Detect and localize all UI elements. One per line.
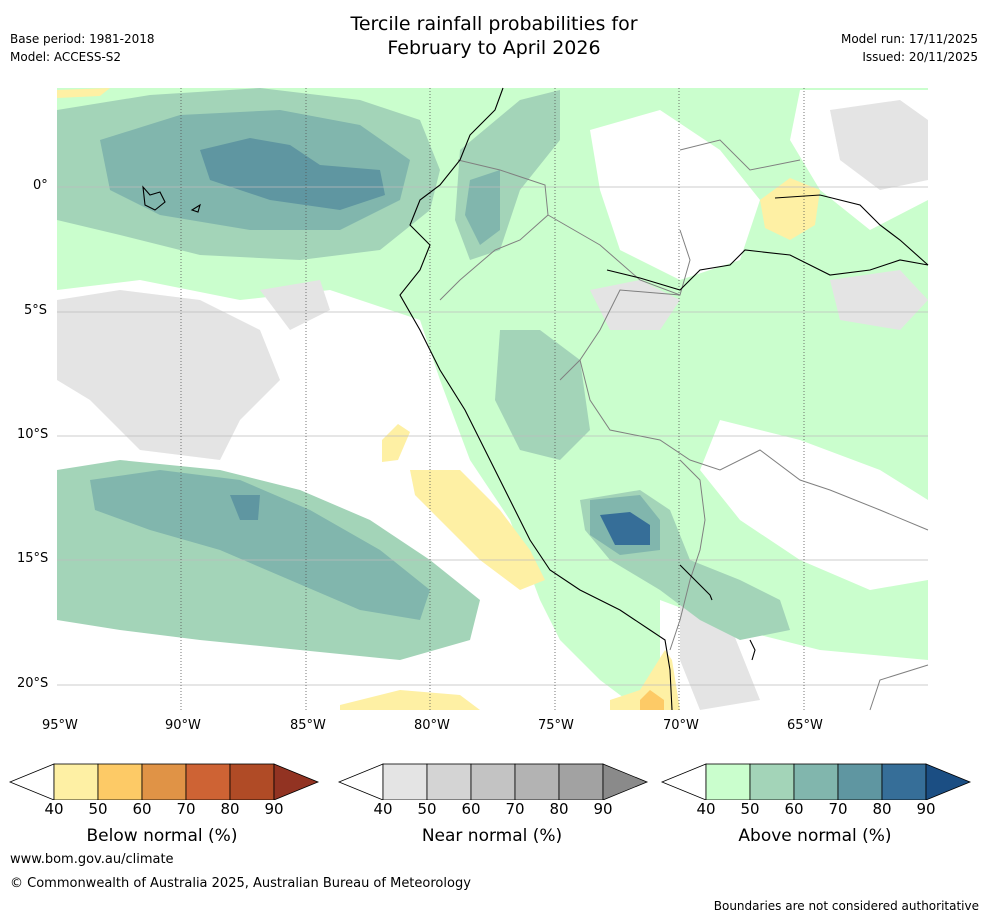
above-tick-50: 50 <box>740 800 760 818</box>
field-below-5 <box>610 650 680 710</box>
near-segment-1 <box>382 763 428 800</box>
title-line-2: February to April 2026 <box>387 37 601 59</box>
below-tick-50: 50 <box>88 800 108 818</box>
colorbar-above-ticks: 40 50 60 70 80 90 <box>0 800 988 820</box>
near-tick-40: 40 <box>373 800 393 818</box>
lon-label-70w: 70°W <box>663 718 699 733</box>
below-segment-3 <box>141 763 187 800</box>
colorbar-near-ticks: 40 50 60 70 80 90 <box>0 800 988 820</box>
field-below-7 <box>57 88 110 98</box>
colorbar-above-label: Above normal (%) <box>738 826 892 846</box>
above-tick-90: 90 <box>916 800 936 818</box>
field-below-4 <box>340 690 480 710</box>
coastlines <box>142 87 929 711</box>
below-tick-70: 70 <box>176 800 196 818</box>
issued-text: Issued: 20/11/2025 <box>862 50 978 64</box>
field-above-70-south <box>230 495 260 520</box>
below-tick-60: 60 <box>132 800 152 818</box>
lon-label-80w: 80°W <box>414 718 450 733</box>
above-segment-3 <box>793 763 839 800</box>
lat-label-15s: 15°S <box>17 551 49 566</box>
above-tick-80: 80 <box>872 800 892 818</box>
above-tick-70: 70 <box>828 800 848 818</box>
field-above-50-inland <box>495 330 590 460</box>
copyright-text: © Commonwealth of Australia 2025, Austra… <box>10 876 471 891</box>
above-segment-5 <box>881 763 927 800</box>
colorbar-below-normal <box>8 763 320 800</box>
probability-fields <box>57 88 928 710</box>
above-extend-low <box>660 763 707 800</box>
model-text: Model: ACCESS-S2 <box>10 50 122 64</box>
near-segment-4 <box>514 763 560 800</box>
above-segment-4 <box>837 763 883 800</box>
below-segment-4 <box>185 763 231 800</box>
field-white-2 <box>590 110 760 280</box>
base-period-text: Base period: 1981-2018 <box>10 32 155 46</box>
field-near-3 <box>590 280 680 330</box>
near-tick-90: 90 <box>593 800 613 818</box>
above-segment-2 <box>749 763 795 800</box>
field-below-6 <box>640 690 664 710</box>
near-segment-2 <box>426 763 472 800</box>
near-tick-70: 70 <box>505 800 525 818</box>
field-above-70-north <box>200 138 385 210</box>
metadata-right: Model run: 17/11/2025 Issued: 20/11/2025 <box>841 30 978 66</box>
field-above-60-coast <box>465 170 500 245</box>
lon-label-95w: 95°W <box>42 718 78 733</box>
lon-label-85w: 85°W <box>290 718 326 733</box>
near-tick-80: 80 <box>549 800 569 818</box>
below-tick-80: 80 <box>220 800 240 818</box>
colorbar-near-label: Near normal (%) <box>421 826 563 846</box>
colorbar-below-ticks: 40 50 60 70 80 90 <box>0 800 988 820</box>
boundaries-disclaimer: Boundaries are not considered authoritat… <box>713 899 979 913</box>
near-segment-5 <box>558 763 604 800</box>
lon-label-65w: 65°W <box>787 718 823 733</box>
colorbar-below-label: Below normal (%) <box>86 826 238 846</box>
map-title: Tercile rainfall probabilities for Febru… <box>0 12 988 60</box>
field-near-6 <box>260 280 330 330</box>
below-tick-90: 90 <box>264 800 284 818</box>
model-run-text: Model run: 17/11/2025 <box>840 32 978 46</box>
lat-label-5s: 5°S <box>24 303 48 318</box>
near-tick-50: 50 <box>417 800 437 818</box>
below-tick-40: 40 <box>44 800 64 818</box>
lat-label-0: 0° <box>33 178 48 193</box>
colorbar-near-normal <box>337 763 649 800</box>
lat-label-10s: 10°S <box>17 427 49 442</box>
above-segment-1 <box>705 763 751 800</box>
above-tick-40: 40 <box>696 800 716 818</box>
colorbars <box>8 763 972 800</box>
field-near-1 <box>57 290 280 460</box>
near-extend-high <box>602 763 649 800</box>
below-segment-2 <box>97 763 143 800</box>
colorbar-above-normal <box>660 763 972 800</box>
above-extend-high <box>925 763 972 800</box>
lon-label-75w: 75°W <box>538 718 574 733</box>
field-below-1 <box>760 178 820 240</box>
latitude-gridlines <box>57 186 928 686</box>
field-white-3 <box>700 420 928 590</box>
metadata-left: Base period: 1981-2018 Model: ACCESS-S2 <box>10 30 155 66</box>
lon-label-90w: 90°W <box>165 718 201 733</box>
bom-climate-link[interactable]: www.bom.gov.au/climate <box>10 852 174 867</box>
near-extend-low <box>337 763 384 800</box>
field-below-3 <box>382 424 410 462</box>
above-tick-60: 60 <box>784 800 804 818</box>
below-segment-1 <box>53 763 99 800</box>
field-near-4 <box>830 100 928 190</box>
near-tick-60: 60 <box>461 800 481 818</box>
field-near-7 <box>830 270 928 330</box>
field-above-60-south <box>90 470 430 620</box>
below-segment-5 <box>229 763 275 800</box>
title-line-1: Tercile rainfall probabilities for <box>350 13 638 35</box>
below-extend-low <box>8 763 55 800</box>
below-extend-high <box>273 763 320 800</box>
country-borders <box>439 139 929 711</box>
lat-label-20s: 20°S <box>17 676 49 691</box>
near-segment-3 <box>470 763 516 800</box>
field-above-80-east <box>600 512 650 545</box>
